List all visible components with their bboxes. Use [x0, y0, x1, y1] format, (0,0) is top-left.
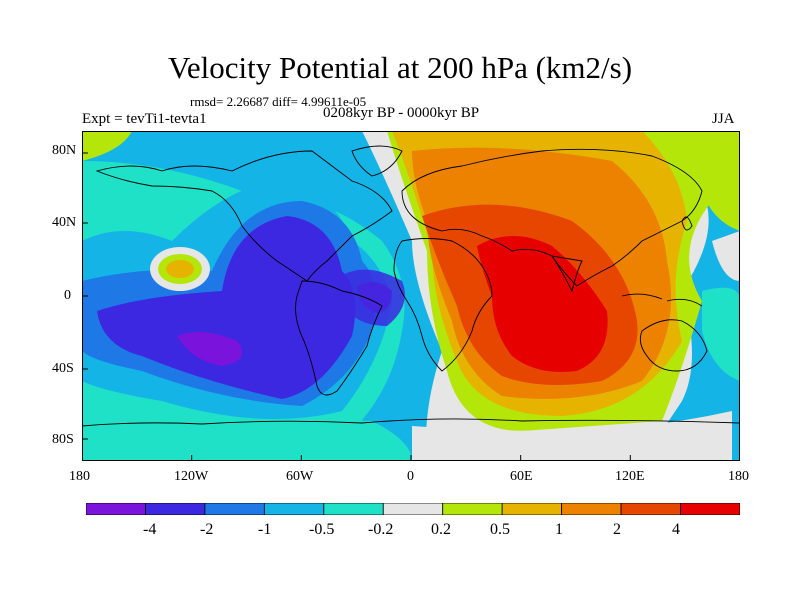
contour-right-neutral [712, 231, 740, 281]
colorbar [86, 503, 740, 515]
contour-south-neutral [412, 411, 732, 461]
season-label: JJA [712, 111, 735, 127]
colorbar-label-2: 2 [613, 521, 621, 538]
colorbar-label-minus02: -0.2 [368, 521, 394, 538]
lat-label-40n: 40N [52, 215, 77, 230]
coastline-indonesia [621, 293, 703, 307]
map-title: Velocity Potential at 200 hPa (km2/s) [167, 50, 633, 85]
colorbar-segment [382, 503, 444, 515]
coastline-australia [639, 319, 708, 372]
rmsd-stats: rmsd= 2.26687 diff= 4.99611e-05 [190, 94, 367, 109]
lon-label-180-right: 180 [728, 469, 749, 484]
colorbar-segment [620, 503, 681, 515]
lon-label-180-left: 180 [69, 469, 90, 484]
colorbar-segment [86, 503, 146, 515]
coastline-greenland [351, 145, 403, 177]
colorbar-segment [680, 503, 740, 515]
colorbar-segment [204, 503, 265, 515]
colorbar-label-1: 1 [555, 521, 563, 538]
colorbar-label-minus4: -4 [143, 521, 157, 538]
lat-label-0: 0 [64, 288, 71, 303]
lon-label-60w: 60W [286, 469, 314, 484]
colorbar-label-minus2: -2 [200, 521, 214, 538]
colorbar-segment [501, 503, 563, 515]
contour-right-cyan [702, 287, 740, 381]
coastline-japan [681, 216, 693, 231]
contour-atlantic-blue [340, 269, 405, 326]
contour-positive-island-inner [166, 260, 194, 278]
lon-label-120e: 120E [615, 469, 645, 484]
coastline-antarctica [82, 418, 740, 427]
contour-left-top-green [82, 131, 132, 161]
contour-south-cyan [82, 419, 412, 461]
velocity-potential-map [82, 131, 740, 461]
lat-label-40s: 40S [52, 361, 74, 376]
lat-label-80s: 80S [52, 432, 74, 447]
lon-label-60e: 60E [510, 469, 533, 484]
colorbar-segment [323, 503, 384, 515]
colorbar-segment [145, 503, 206, 515]
colorbar-segment [263, 503, 325, 515]
lon-label-0: 0 [407, 469, 414, 484]
lon-label-120w: 120W [174, 469, 209, 484]
lat-label-80n: 80N [52, 143, 77, 158]
contour-right-top-green [682, 131, 740, 231]
coastline-south-america [295, 280, 383, 396]
contour-negative-min-pacific [177, 332, 242, 366]
coastline-north-america [95, 150, 393, 282]
colorbar-label-4: 4 [672, 521, 680, 538]
coastlines [82, 145, 740, 427]
coastline-eurasia [401, 148, 703, 287]
colorbar-label-02: 0.2 [431, 521, 451, 538]
colorbar-segment [561, 503, 622, 515]
colorbar-label-minus05: -0.5 [309, 521, 335, 538]
axis-ticks [82, 152, 631, 461]
experiment-label: Expt = tevTi1-tevta1 [82, 111, 207, 127]
coastline-africa [393, 238, 493, 372]
period-label: 0208kyr BP - 0000kyr BP [323, 105, 480, 121]
colorbar-label-05: 0.5 [490, 521, 510, 538]
colorbar-segment [442, 503, 503, 515]
contour-positive-4 [477, 236, 608, 372]
contour-negative-4 [97, 216, 356, 399]
coastline-india [551, 255, 583, 293]
colorbar-label-minus1: -1 [258, 521, 272, 538]
